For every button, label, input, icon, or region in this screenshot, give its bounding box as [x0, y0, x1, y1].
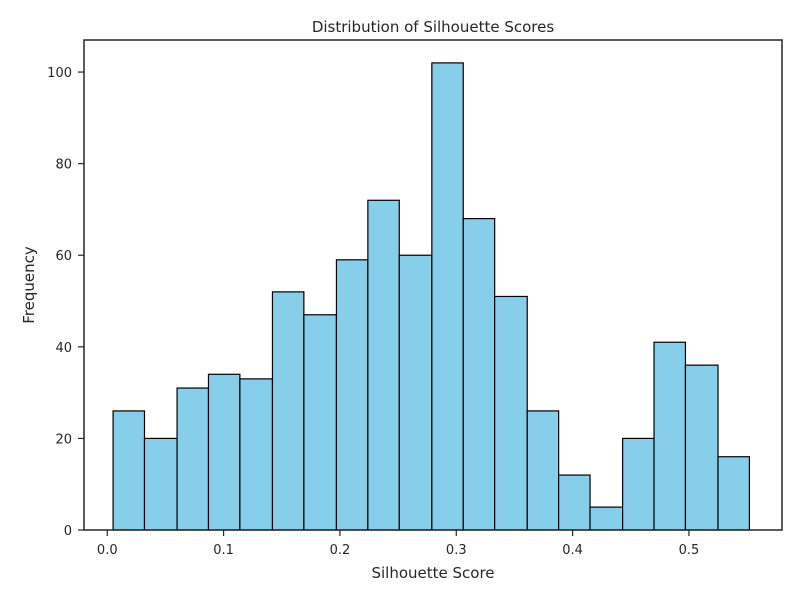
histogram-bar-18 [684, 364, 719, 531]
x-tick-label-1: 0.1 [213, 543, 234, 558]
histogram-bar-3 [207, 373, 241, 531]
histogram-bar-4 [239, 378, 274, 531]
plot-frame [83, 39, 783, 531]
histogram-bar-5 [271, 291, 305, 531]
y-tick-label-5: 100 [47, 66, 72, 81]
y-tick-label-4: 80 [55, 158, 72, 173]
histogram-bar-19 [717, 456, 751, 531]
y-tick-label-2: 40 [55, 341, 72, 356]
histogram-bar-11 [462, 218, 496, 531]
histogram-bar-7 [335, 259, 369, 531]
y-tick-label-3: 60 [55, 249, 72, 264]
histogram-bar-15 [589, 506, 624, 531]
histogram-bar-12 [494, 295, 528, 531]
x-axis-label: Silhouette Score [371, 564, 494, 582]
histogram-bar-17 [653, 341, 687, 531]
histogram-bar-16 [622, 437, 655, 531]
x-axis-ticks: 0.0 0.1 0.2 0.3 0.4 0.5 [97, 530, 699, 558]
x-tick-label-0: 0.0 [97, 543, 118, 558]
histogram-bar-0 [112, 410, 146, 531]
histogram-bar-14 [558, 474, 591, 531]
histogram-bar-1 [143, 437, 178, 531]
y-axis-label: Frequency [20, 246, 38, 324]
x-tick-label-5: 0.5 [679, 543, 700, 558]
histogram-bar-2 [176, 387, 210, 531]
x-tick-label-2: 0.2 [330, 543, 351, 558]
bars-layer [112, 62, 751, 531]
x-tick-label-4: 0.4 [562, 543, 583, 558]
histogram-bar-10 [431, 62, 464, 531]
x-tick-label-3: 0.3 [446, 543, 467, 558]
histogram-bar-6 [303, 314, 338, 531]
chart-title: Distribution of Silhouette Scores [312, 18, 555, 36]
y-axis-ticks: 0 20 40 60 80 100 [47, 66, 84, 539]
y-tick-label-0: 0 [64, 524, 72, 539]
histogram-bar-8 [367, 199, 400, 531]
histogram-bar-13 [526, 410, 560, 531]
histogram-bar-9 [398, 254, 433, 531]
y-tick-label-1: 20 [55, 432, 72, 447]
